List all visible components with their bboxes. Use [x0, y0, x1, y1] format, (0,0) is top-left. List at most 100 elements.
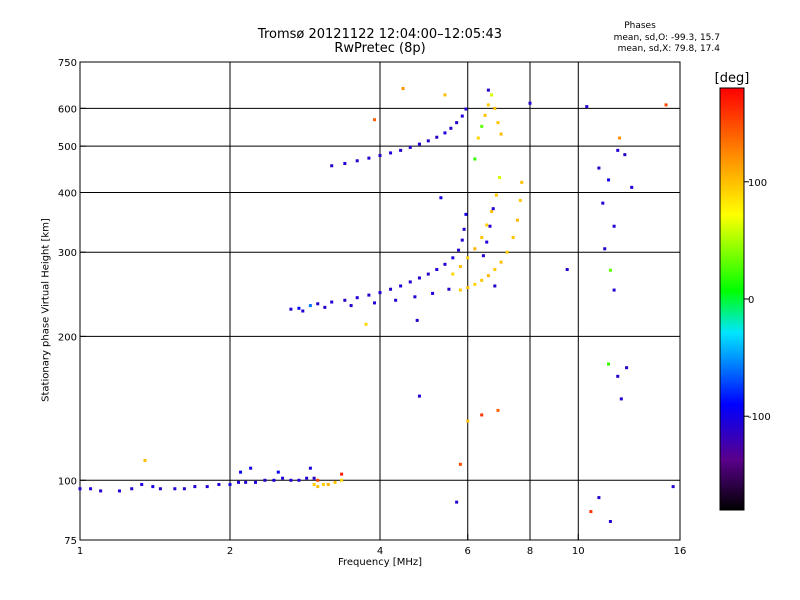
- data-point: [618, 136, 622, 140]
- data-point: [99, 489, 103, 493]
- data-point: [435, 268, 439, 272]
- data-point: [308, 304, 312, 308]
- x-tick-label: 10: [572, 546, 585, 557]
- x-tick-label: 1: [77, 546, 83, 557]
- data-point: [378, 291, 382, 295]
- data-point: [426, 139, 430, 143]
- data-point: [480, 413, 484, 417]
- data-point: [130, 487, 134, 491]
- data-point: [297, 478, 301, 482]
- y-tick-label: 200: [58, 332, 77, 343]
- data-point: [455, 500, 459, 504]
- data-point: [140, 482, 144, 486]
- data-point: [486, 103, 490, 107]
- data-point: [485, 240, 489, 244]
- phase-stats-title: Phases: [624, 21, 656, 31]
- data-point: [457, 248, 461, 252]
- data-point: [473, 157, 477, 161]
- x-tick-label: 6: [465, 546, 471, 557]
- data-point: [458, 265, 462, 269]
- data-point: [78, 487, 82, 491]
- y-axis-label: Stationary phase Virtual Height [km]: [40, 218, 52, 402]
- data-point: [117, 489, 121, 493]
- data-point: [417, 276, 421, 280]
- data-point: [417, 142, 421, 146]
- data-point: [343, 161, 347, 165]
- data-point: [630, 185, 634, 189]
- data-point: [486, 274, 490, 278]
- data-point: [263, 478, 267, 482]
- data-point: [301, 309, 305, 313]
- data-point: [608, 519, 612, 523]
- data-point: [417, 394, 421, 398]
- data-point: [439, 196, 443, 200]
- phase-stats-o: mean, sd,O: -99.3, 15.7: [613, 33, 720, 43]
- colorbar: [719, 87, 745, 511]
- y-tick-label: 100: [58, 476, 77, 487]
- axis-ticks: 1 2 4 6 8 10 16 75 100 200 300 400 500 600 750: [58, 58, 686, 557]
- data-point: [623, 153, 627, 157]
- chart-subtitle: RwPretec (8p): [334, 41, 426, 56]
- data-point: [585, 105, 589, 109]
- data-point: [367, 156, 371, 160]
- data-point: [355, 296, 359, 300]
- data-point: [389, 151, 393, 155]
- data-point: [464, 107, 468, 111]
- data-point: [612, 288, 616, 292]
- y-tick-label: 75: [64, 536, 77, 547]
- data-point: [458, 288, 462, 292]
- data-point: [182, 487, 186, 491]
- data-point: [367, 293, 371, 297]
- data-point: [333, 480, 337, 484]
- x-tick-label: 2: [227, 546, 233, 557]
- data-point: [483, 113, 487, 117]
- data-point: [528, 101, 532, 105]
- data-point: [491, 207, 495, 211]
- data-point: [316, 302, 320, 306]
- data-point: [435, 135, 439, 139]
- data-points: [78, 87, 675, 523]
- data-point: [625, 366, 629, 370]
- data-point: [316, 478, 320, 482]
- data-point: [443, 131, 447, 135]
- y-tick-label: 600: [58, 104, 77, 115]
- x-tick-label: 8: [527, 546, 533, 557]
- data-point: [493, 106, 497, 110]
- data-point: [447, 287, 451, 291]
- data-point: [511, 236, 515, 240]
- data-point: [244, 480, 248, 484]
- data-point: [443, 93, 447, 97]
- data-point: [462, 227, 466, 231]
- data-point: [323, 305, 327, 309]
- data-point: [597, 166, 601, 170]
- data-point: [499, 132, 503, 136]
- data-point: [349, 304, 353, 308]
- data-point: [619, 397, 623, 401]
- data-point: [253, 480, 257, 484]
- data-point: [249, 466, 253, 470]
- data-point: [597, 496, 601, 500]
- data-point: [505, 250, 509, 254]
- data-point: [316, 485, 320, 489]
- data-point: [496, 408, 500, 412]
- phase-stats-x: mean, sd,X: 79.8, 17.4: [617, 44, 720, 54]
- data-point: [449, 126, 453, 130]
- data-point: [466, 286, 470, 290]
- data-point: [399, 284, 403, 288]
- y-tick-label: 750: [58, 58, 77, 69]
- data-point: [601, 201, 605, 205]
- data-point: [480, 124, 484, 128]
- data-point: [239, 470, 243, 474]
- data-point: [488, 224, 492, 228]
- data-point: [496, 121, 500, 125]
- data-point: [518, 198, 522, 202]
- x-axis-label: Frequency [MHz]: [337, 557, 423, 568]
- data-point: [481, 254, 485, 258]
- data-point: [451, 272, 455, 276]
- colorbar-tick-label: -100: [748, 412, 771, 423]
- data-point: [616, 148, 620, 152]
- data-point: [297, 306, 301, 310]
- data-point: [205, 485, 209, 489]
- data-point: [565, 268, 569, 272]
